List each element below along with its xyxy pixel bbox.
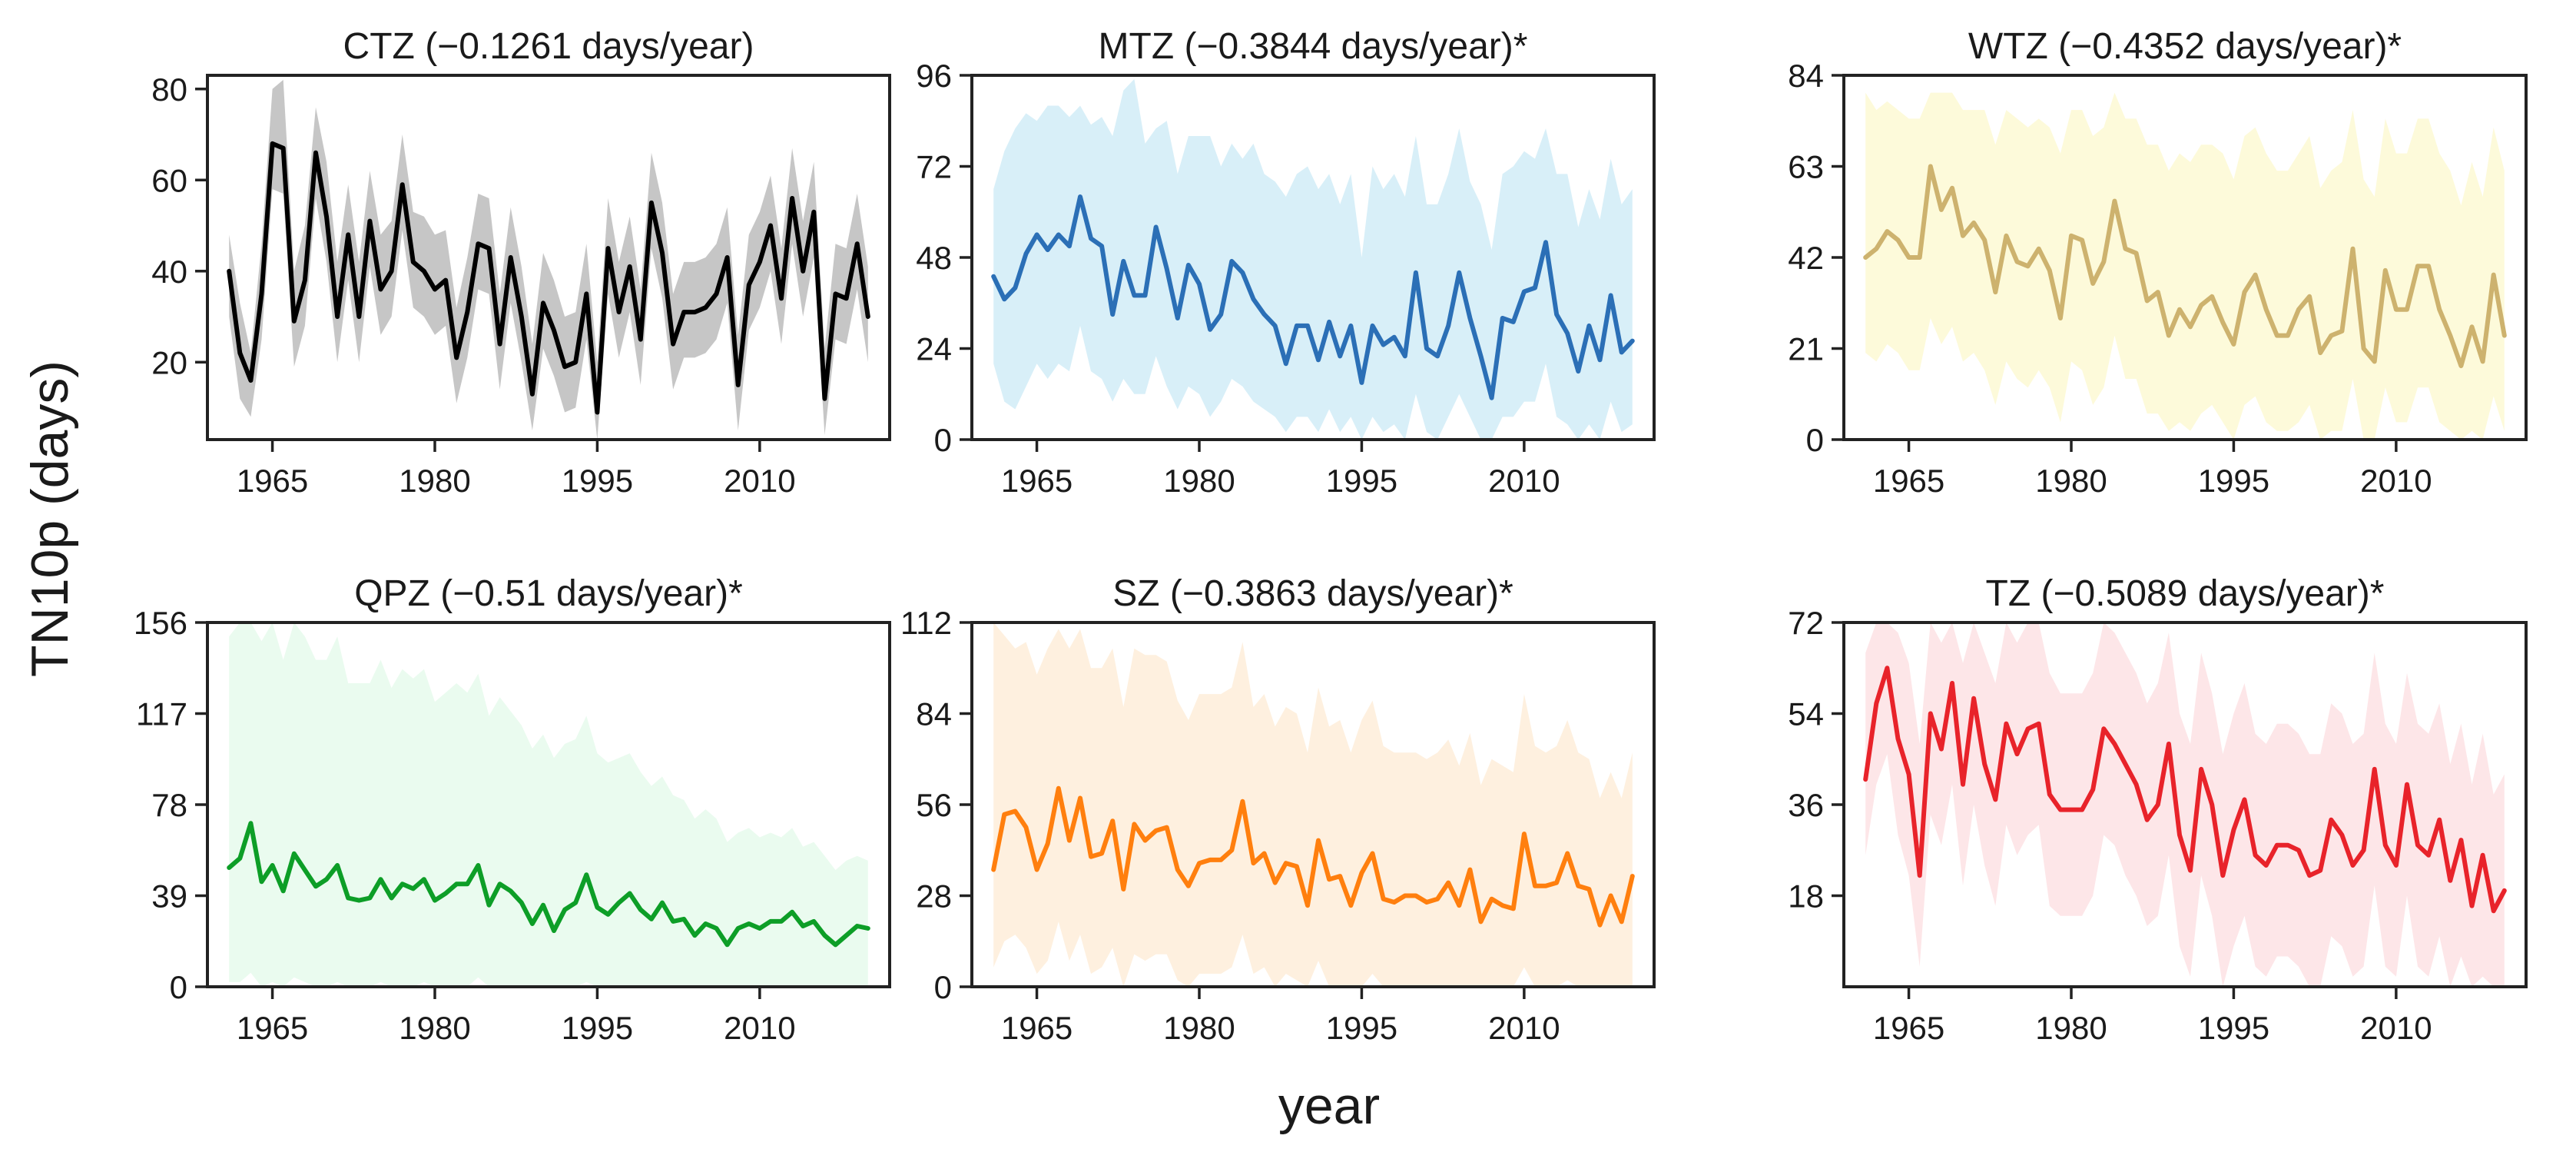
axes-frame	[206, 74, 891, 441]
x-tick-label: 2010	[2360, 463, 2432, 499]
y-tick-label: 42	[1788, 240, 1824, 276]
x-tick-label: 2010	[1488, 1010, 1560, 1046]
series-line	[1863, 164, 2507, 369]
y-tick-label: 54	[1788, 696, 1824, 732]
y-tick-label: 78	[151, 787, 187, 823]
x-tick-label: 2010	[724, 463, 795, 499]
y-tick-label: 28	[916, 878, 952, 915]
panel-title: QPZ (−0.51 days/year)*	[354, 573, 743, 614]
y-tick-label: 72	[1788, 605, 1824, 641]
y-tick-label: 156	[134, 605, 187, 641]
x-tick-label: 1980	[2035, 463, 2107, 499]
panel-title: CTZ (−0.1261 days/year)	[343, 26, 754, 67]
y-tick-label: 84	[916, 696, 952, 732]
x-tick-label: 1965	[1873, 1010, 1944, 1046]
uncertainty-band	[1865, 92, 2505, 440]
panel-title: MTZ (−0.3844 days/year)*	[1099, 26, 1528, 67]
y-tick-label: 80	[151, 71, 187, 108]
y-tick-label: 0	[170, 969, 187, 1005]
uncertainty-band	[993, 78, 1633, 440]
series-line	[227, 821, 870, 948]
x-tick-label: 1980	[2035, 1010, 2107, 1046]
axes-frame	[970, 621, 1656, 988]
x-tick-label: 1995	[562, 1010, 633, 1046]
x-tick-label: 1965	[1873, 463, 1944, 499]
x-tick-label: 2010	[2360, 1010, 2432, 1046]
x-tick-label: 1995	[1326, 1010, 1397, 1046]
y-tick-label: 20	[151, 344, 187, 380]
y-tick-label: 0	[1806, 422, 1824, 458]
y-tick-label: 96	[916, 58, 952, 94]
panel-1: CTZ (−0.1261 days/year) 20 40 60 80 1965 1980 1…	[151, 26, 891, 499]
uncertainty-band	[229, 79, 868, 440]
y-tick-label: 72	[916, 149, 952, 185]
x-tick-label: 1995	[1326, 463, 1397, 499]
y-tick-label: 0	[934, 969, 952, 1005]
x-tick-label: 2010	[724, 1010, 795, 1046]
axes-frame	[206, 621, 891, 988]
y-tick-label: 117	[136, 696, 187, 732]
axes-frame	[1842, 74, 2528, 441]
x-tick-label: 1980	[1163, 1010, 1235, 1046]
x-tick-label: 2010	[1488, 463, 1560, 499]
panel-4: QPZ (−0.51 days/year)* 0 39 78 117 156 1965 198…	[134, 573, 891, 1046]
x-tick-label: 1980	[1163, 463, 1235, 499]
uncertainty-band	[229, 622, 868, 987]
y-tick-label: 0	[934, 422, 952, 458]
panel-5: SZ (−0.3863 days/year)* 0 28 56 84 112 1965 198…	[900, 573, 1656, 1046]
x-tick-label: 1965	[1001, 463, 1073, 499]
x-tick-label: 1995	[2198, 1010, 2269, 1046]
series-line	[1863, 666, 2507, 914]
series-line	[991, 194, 1635, 400]
y-tick-label: 48	[916, 240, 952, 276]
series-line	[991, 785, 1635, 928]
y-axis-title: TN10p (days)	[21, 360, 79, 677]
y-tick-label: 56	[916, 787, 952, 823]
panel-title: TZ (−0.5089 days/year)*	[1986, 573, 2385, 614]
panel-title: WTZ (−0.4352 days/year)*	[1968, 26, 2402, 67]
y-tick-label: 63	[1788, 149, 1824, 185]
series-line	[227, 141, 870, 415]
panel-2: MTZ (−0.3844 days/year)* 0 24 48 72 96 1965 198…	[916, 26, 1656, 499]
y-tick-label: 36	[1788, 787, 1824, 823]
y-tick-label: 39	[151, 878, 187, 915]
panel-grid: CTZ (−0.1261 days/year) 20 40 60 80 1965 1980 1…	[134, 26, 2528, 1046]
axes-frame	[1842, 621, 2528, 988]
x-tick-label: 1965	[237, 1010, 308, 1046]
x-axis-title: year	[1278, 1077, 1380, 1135]
panel-6: TZ (−0.5089 days/year)* 18 36 54 72 1965 1980 1…	[1788, 573, 2528, 1046]
uncertainty-band	[1865, 622, 2505, 987]
panel-3: WTZ (−0.4352 days/year)* 0 21 42 63 84 1965 198…	[1788, 26, 2528, 499]
x-tick-label: 1980	[399, 463, 470, 499]
x-tick-label: 1995	[2198, 463, 2269, 499]
y-tick-label: 40	[151, 254, 187, 290]
y-tick-label: 18	[1788, 878, 1824, 915]
y-tick-label: 21	[1788, 331, 1824, 367]
y-tick-label: 112	[900, 605, 952, 641]
axes-frame	[970, 74, 1656, 441]
y-tick-label: 60	[151, 162, 187, 198]
x-tick-label: 1965	[1001, 1010, 1073, 1046]
x-tick-label: 1965	[237, 463, 308, 499]
panel-title: SZ (−0.3863 days/year)*	[1112, 573, 1513, 614]
x-tick-label: 1980	[399, 1010, 470, 1046]
uncertainty-band	[993, 622, 1633, 987]
x-tick-label: 1995	[562, 463, 633, 499]
y-tick-label: 24	[916, 331, 952, 367]
y-tick-label: 84	[1788, 58, 1824, 94]
